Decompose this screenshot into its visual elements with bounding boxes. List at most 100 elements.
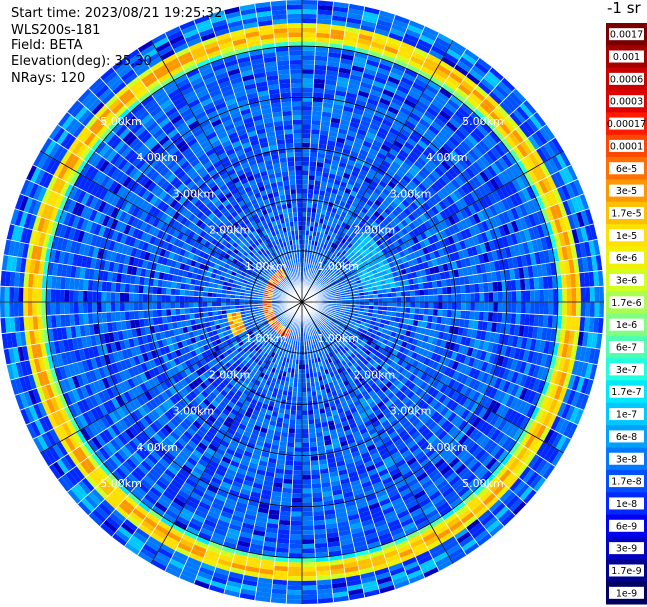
range-bin xyxy=(292,479,302,485)
range-bin xyxy=(302,497,313,503)
range-bin xyxy=(392,217,401,225)
range-bin xyxy=(405,171,415,181)
range-bin xyxy=(328,173,336,180)
range-bin xyxy=(594,286,600,302)
range-bin xyxy=(311,115,322,121)
range-bin xyxy=(475,173,486,186)
range-bin xyxy=(387,76,401,85)
range-bin xyxy=(321,283,327,287)
range-bin xyxy=(466,192,476,204)
range-bin xyxy=(302,41,316,47)
range-bin xyxy=(437,287,443,295)
range-bin xyxy=(474,292,480,302)
range-bin xyxy=(302,382,307,388)
range-bin xyxy=(389,27,406,38)
range-bin xyxy=(308,428,316,434)
range-bin xyxy=(382,139,394,149)
range-bin xyxy=(359,29,375,37)
range-bin xyxy=(379,122,391,132)
range-bin xyxy=(531,132,544,148)
range-bin xyxy=(405,296,411,302)
range-bin xyxy=(330,164,339,171)
range-bin xyxy=(423,220,432,230)
range-bin xyxy=(426,53,442,65)
range-bin xyxy=(458,158,469,170)
range-bin xyxy=(365,131,377,140)
range-bin xyxy=(461,293,466,302)
range-bin xyxy=(367,184,377,192)
range-bin xyxy=(351,201,359,208)
range-bin xyxy=(471,146,483,159)
range-bin xyxy=(302,207,307,212)
range-bin xyxy=(390,189,400,198)
range-bin xyxy=(321,111,332,118)
range-bin xyxy=(511,290,517,302)
range-bin xyxy=(449,192,459,203)
range-bin xyxy=(376,206,384,215)
range-bin xyxy=(468,164,480,176)
range-bin xyxy=(326,144,336,151)
range-bin xyxy=(331,253,336,259)
range-bin xyxy=(314,55,328,62)
range-bin xyxy=(439,146,451,157)
range-bin xyxy=(319,134,329,141)
range-bin xyxy=(332,10,348,18)
range-bin xyxy=(387,180,397,189)
range-bin xyxy=(291,507,302,512)
range-bin xyxy=(452,91,466,104)
range-bin xyxy=(427,186,437,196)
range-bin xyxy=(402,187,412,196)
range-bin xyxy=(337,166,346,173)
range-bin xyxy=(484,302,489,312)
range-bin xyxy=(434,68,449,80)
range-bin xyxy=(416,156,427,167)
range-bin xyxy=(365,102,378,111)
range-bin xyxy=(451,113,464,126)
range-bin xyxy=(365,172,375,181)
range-bin xyxy=(311,268,315,274)
range-bin xyxy=(457,172,469,185)
range-bin xyxy=(525,290,531,302)
range-bin xyxy=(434,180,444,191)
range-bin xyxy=(302,580,317,586)
range-bin xyxy=(388,71,403,81)
range-bin xyxy=(493,143,506,157)
range-bin xyxy=(302,36,316,42)
range-bin xyxy=(322,276,327,281)
range-bin xyxy=(339,58,354,66)
range-bin xyxy=(428,295,434,302)
range-bin xyxy=(419,153,431,164)
range-bin xyxy=(302,244,305,249)
range-bin xyxy=(308,235,313,241)
range-bin xyxy=(553,302,558,316)
range-bin xyxy=(475,199,485,211)
range-bin xyxy=(312,264,317,270)
range-bin xyxy=(313,275,318,280)
range-bin xyxy=(515,313,521,325)
range-bin xyxy=(350,268,357,274)
range-bin xyxy=(534,289,540,302)
range-bin xyxy=(323,271,329,277)
range-bin xyxy=(520,302,526,314)
range-bin xyxy=(355,99,367,107)
range-bin xyxy=(437,177,448,188)
range-bin xyxy=(333,255,339,261)
range-bin xyxy=(398,80,412,91)
range-bin xyxy=(430,169,441,181)
range-bin xyxy=(364,248,372,255)
range-bin xyxy=(393,14,411,25)
range-bin xyxy=(367,54,382,63)
range-bin xyxy=(368,148,379,157)
range-bin xyxy=(291,497,302,503)
range-bin xyxy=(372,176,382,184)
range-bin xyxy=(321,275,326,280)
range-bin xyxy=(420,166,431,177)
range-bin xyxy=(486,149,498,163)
range-bin xyxy=(539,302,545,315)
range-bin xyxy=(466,134,479,147)
range-bin xyxy=(518,123,532,138)
range-bin xyxy=(403,207,412,217)
range-bin xyxy=(331,159,340,166)
range-bin xyxy=(405,307,411,314)
range-bin xyxy=(349,121,360,129)
